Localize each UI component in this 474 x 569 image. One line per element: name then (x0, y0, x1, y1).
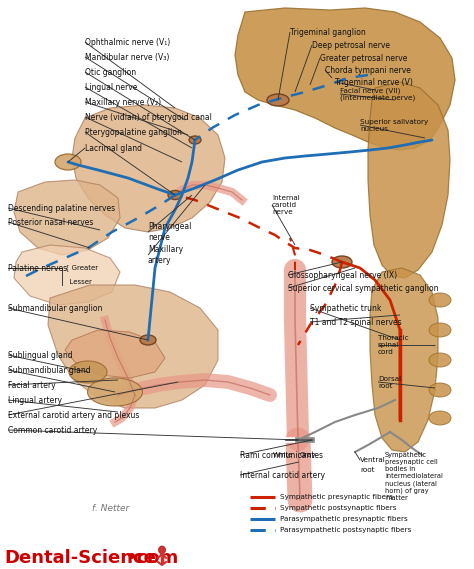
Polygon shape (235, 8, 455, 150)
Text: Maxillary nerve (V₂): Maxillary nerve (V₂) (85, 97, 161, 106)
Text: Mandibular nerve (V₃): Mandibular nerve (V₃) (85, 52, 169, 61)
Ellipse shape (69, 361, 107, 383)
Ellipse shape (267, 94, 289, 106)
Text: Chorda tympani nerve: Chorda tympani nerve (325, 65, 411, 75)
Text: Sublingual gland: Sublingual gland (8, 351, 73, 360)
Polygon shape (14, 180, 120, 255)
Text: Sympathetic
presynaptic cell
bodies in
intermediolateral
nucleus (lateral
horn) : Sympathetic presynaptic cell bodies in i… (385, 452, 443, 501)
Polygon shape (65, 330, 165, 378)
Text: Dorsal
root: Dorsal root (378, 376, 401, 389)
Text: Superior salivatory
nucleus: Superior salivatory nucleus (360, 118, 428, 131)
Ellipse shape (55, 154, 81, 170)
Text: Sympathetic presynaptic fibers: Sympathetic presynaptic fibers (280, 494, 393, 500)
Text: Maxillary
artery: Maxillary artery (148, 245, 183, 265)
Ellipse shape (88, 378, 143, 406)
Text: T1 and T2 spinal nerves: T1 and T2 spinal nerves (310, 318, 401, 327)
Text: Pharyngeal
nerve: Pharyngeal nerve (148, 222, 191, 242)
Text: Internal carotid artery: Internal carotid artery (240, 471, 325, 480)
Ellipse shape (429, 323, 451, 337)
Text: Parasympathetic postsynaptic fibers: Parasympathetic postsynaptic fibers (280, 527, 411, 533)
Text: Ventral: Ventral (360, 457, 386, 463)
Text: Otic ganglion: Otic ganglion (85, 68, 136, 76)
Text: Lesser: Lesser (65, 279, 92, 285)
Text: Rami communicantes: Rami communicantes (240, 451, 323, 460)
Text: f. Netter: f. Netter (92, 504, 129, 513)
Text: Trigeminal nerve (V): Trigeminal nerve (V) (335, 77, 413, 86)
Text: Greater petrosal nerve: Greater petrosal nerve (320, 53, 407, 63)
Text: Thoracic
spinal
cord: Thoracic spinal cord (378, 335, 409, 355)
Polygon shape (72, 105, 225, 232)
Text: Posterior nasal nerves: Posterior nasal nerves (8, 217, 93, 226)
Text: Palatine nerves: Palatine nerves (8, 263, 67, 273)
Ellipse shape (168, 191, 182, 200)
Text: •com: •com (125, 549, 178, 567)
Text: Facial nerve (VII)
(intermediate nerve): Facial nerve (VII) (intermediate nerve) (340, 87, 415, 101)
Text: Lingual artery: Lingual artery (8, 395, 62, 405)
Polygon shape (48, 285, 218, 408)
Text: Lacrimal gland: Lacrimal gland (85, 143, 142, 152)
Ellipse shape (189, 136, 201, 144)
Polygon shape (368, 82, 450, 278)
Polygon shape (14, 245, 120, 305)
Text: Deep petrosal nerve: Deep petrosal nerve (312, 40, 390, 50)
Text: Sympathetic trunk: Sympathetic trunk (310, 303, 382, 312)
Text: Lingual nerve: Lingual nerve (85, 83, 137, 92)
Ellipse shape (429, 383, 451, 397)
Text: { Greater: { Greater (65, 265, 98, 271)
Text: Glossopharyngeal nerve (IX): Glossopharyngeal nerve (IX) (288, 270, 397, 279)
Ellipse shape (429, 293, 451, 307)
Text: White: White (273, 452, 293, 458)
Ellipse shape (158, 546, 165, 554)
Text: External carotid artery and plexus: External carotid artery and plexus (8, 410, 139, 419)
Ellipse shape (429, 353, 451, 367)
Text: Pterygopalatine ganglion: Pterygopalatine ganglion (85, 127, 182, 137)
Text: Parasympathetic presynaptic fibers: Parasympathetic presynaptic fibers (280, 516, 408, 522)
Ellipse shape (429, 411, 451, 425)
Text: Common carotid artery: Common carotid artery (8, 426, 97, 435)
Text: Trigeminal ganglion: Trigeminal ganglion (290, 27, 366, 36)
Text: root: root (360, 467, 374, 473)
Text: Ophthalmic nerve (V₁): Ophthalmic nerve (V₁) (85, 38, 170, 47)
Text: Dental-Science: Dental-Science (4, 549, 156, 567)
Text: Facial artery: Facial artery (8, 381, 55, 390)
Text: Gray: Gray (300, 452, 316, 458)
Text: Sympathetic postsynaptic fibers: Sympathetic postsynaptic fibers (280, 505, 396, 511)
Text: Internal
carotid
nerve: Internal carotid nerve (272, 195, 300, 215)
Text: Submandibular ganglion: Submandibular ganglion (8, 303, 102, 312)
Text: Descending palatine nerves: Descending palatine nerves (8, 204, 115, 212)
Ellipse shape (332, 256, 352, 268)
Text: Nerve (vidian) of pterygoid canal: Nerve (vidian) of pterygoid canal (85, 113, 212, 122)
Polygon shape (370, 268, 438, 452)
Text: Superior cervical sympathetic ganglion: Superior cervical sympathetic ganglion (288, 283, 438, 292)
Ellipse shape (140, 335, 156, 345)
Text: Submandibular gland: Submandibular gland (8, 365, 91, 374)
